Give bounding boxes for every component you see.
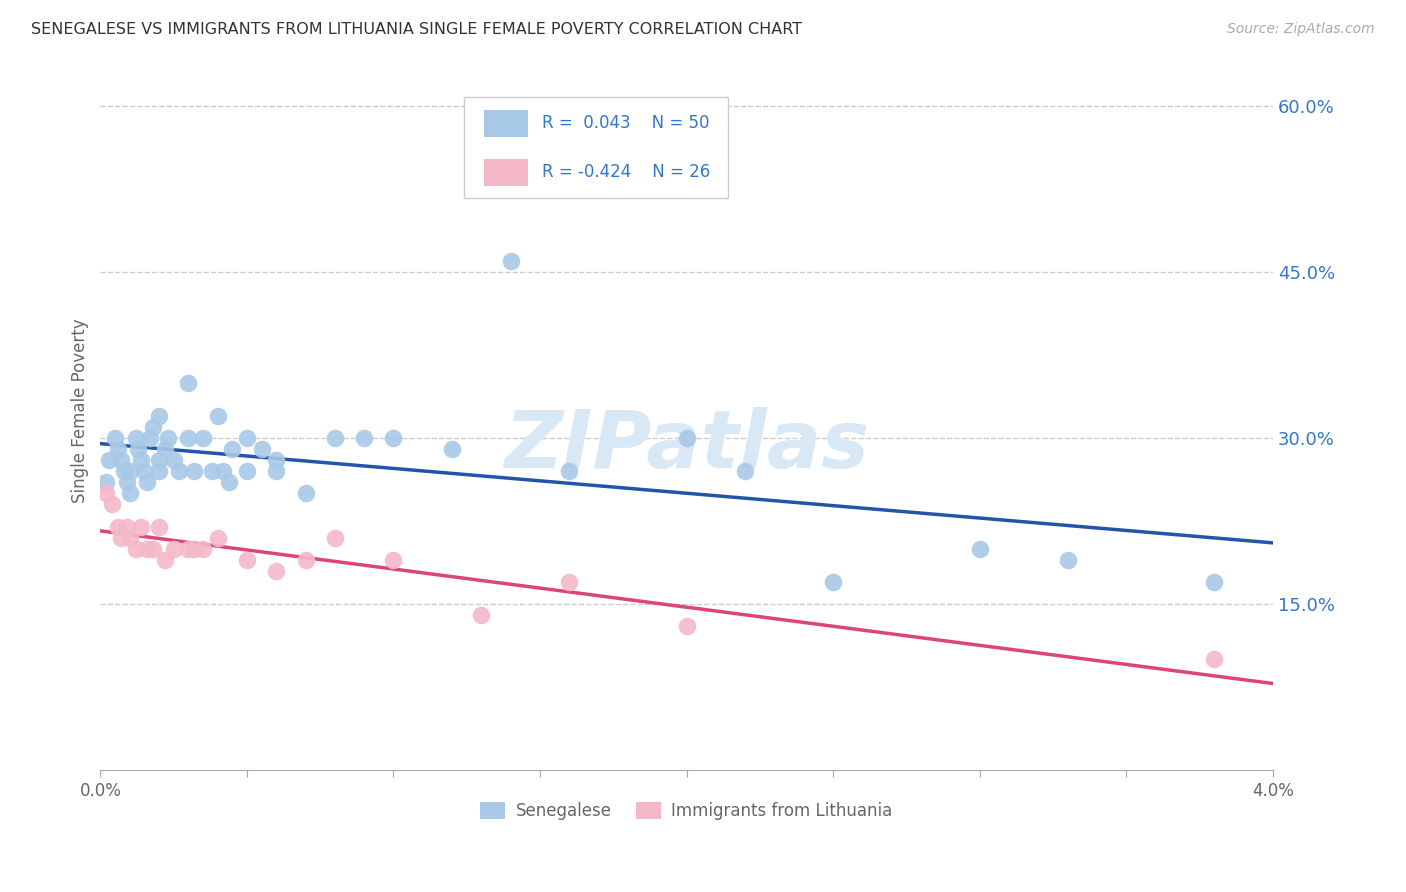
Point [98, 453, 121, 467]
Point [823, 574, 845, 589]
Point [323, 431, 346, 445]
Point [134, 464, 156, 478]
Point [177, 541, 200, 556]
Point [675, 431, 697, 445]
Point [499, 254, 522, 268]
Point [236, 464, 259, 478]
Point [382, 553, 405, 567]
FancyBboxPatch shape [484, 110, 529, 137]
Point [124, 541, 146, 556]
Point [191, 431, 214, 445]
Point [183, 464, 205, 478]
Point [96, 475, 118, 490]
Point [131, 453, 153, 467]
Point [294, 553, 316, 567]
Point [142, 420, 165, 434]
Point [153, 553, 176, 567]
Point [558, 464, 581, 478]
Point [148, 464, 170, 478]
Point [734, 464, 756, 478]
Point [969, 541, 991, 556]
Point [107, 519, 129, 533]
Point [131, 519, 153, 533]
Point [110, 531, 132, 545]
Point [1204, 652, 1226, 666]
Point [118, 486, 141, 500]
FancyBboxPatch shape [464, 97, 727, 198]
Point [264, 464, 287, 478]
Point [221, 442, 243, 456]
Point [177, 431, 200, 445]
Point [156, 431, 179, 445]
Legend: Senegalese, Immigrants from Lithuania: Senegalese, Immigrants from Lithuania [474, 795, 900, 826]
Text: ZIPatlas: ZIPatlas [505, 408, 869, 485]
Text: R = -0.424    N = 26: R = -0.424 N = 26 [543, 163, 710, 181]
Point [136, 475, 159, 490]
Point [264, 564, 287, 578]
Point [212, 464, 235, 478]
Point [236, 553, 259, 567]
Point [148, 519, 170, 533]
Point [169, 464, 191, 478]
Text: Source: ZipAtlas.com: Source: ZipAtlas.com [1227, 22, 1375, 37]
Point [183, 541, 205, 556]
Point [470, 608, 492, 623]
Point [136, 541, 159, 556]
Point [110, 453, 132, 467]
Point [675, 619, 697, 633]
Point [148, 409, 170, 423]
Point [323, 531, 346, 545]
Point [191, 541, 214, 556]
Y-axis label: Single Female Poverty: Single Female Poverty [72, 318, 89, 503]
Point [107, 442, 129, 456]
Point [104, 431, 127, 445]
Text: R =  0.043    N = 50: R = 0.043 N = 50 [543, 114, 710, 132]
Point [250, 442, 273, 456]
Point [353, 431, 375, 445]
Point [236, 431, 259, 445]
Point [124, 431, 146, 445]
Point [218, 475, 240, 490]
Point [207, 409, 229, 423]
Point [115, 519, 138, 533]
Point [112, 464, 135, 478]
Text: SENEGALESE VS IMMIGRANTS FROM LITHUANIA SINGLE FEMALE POVERTY CORRELATION CHART: SENEGALESE VS IMMIGRANTS FROM LITHUANIA … [31, 22, 801, 37]
Point [201, 464, 224, 478]
Point [153, 442, 176, 456]
Point [1056, 553, 1078, 567]
Point [139, 431, 162, 445]
Point [96, 486, 118, 500]
Point [115, 475, 138, 490]
Point [118, 464, 141, 478]
Point [264, 453, 287, 467]
Point [177, 376, 200, 390]
Point [142, 541, 165, 556]
FancyBboxPatch shape [484, 159, 529, 186]
Point [127, 442, 149, 456]
Point [1204, 574, 1226, 589]
Point [441, 442, 464, 456]
Point [162, 453, 184, 467]
Point [101, 497, 124, 511]
Point [162, 541, 184, 556]
Point [118, 531, 141, 545]
Point [207, 531, 229, 545]
Point [558, 574, 581, 589]
Point [294, 486, 316, 500]
Point [148, 453, 170, 467]
Point [382, 431, 405, 445]
